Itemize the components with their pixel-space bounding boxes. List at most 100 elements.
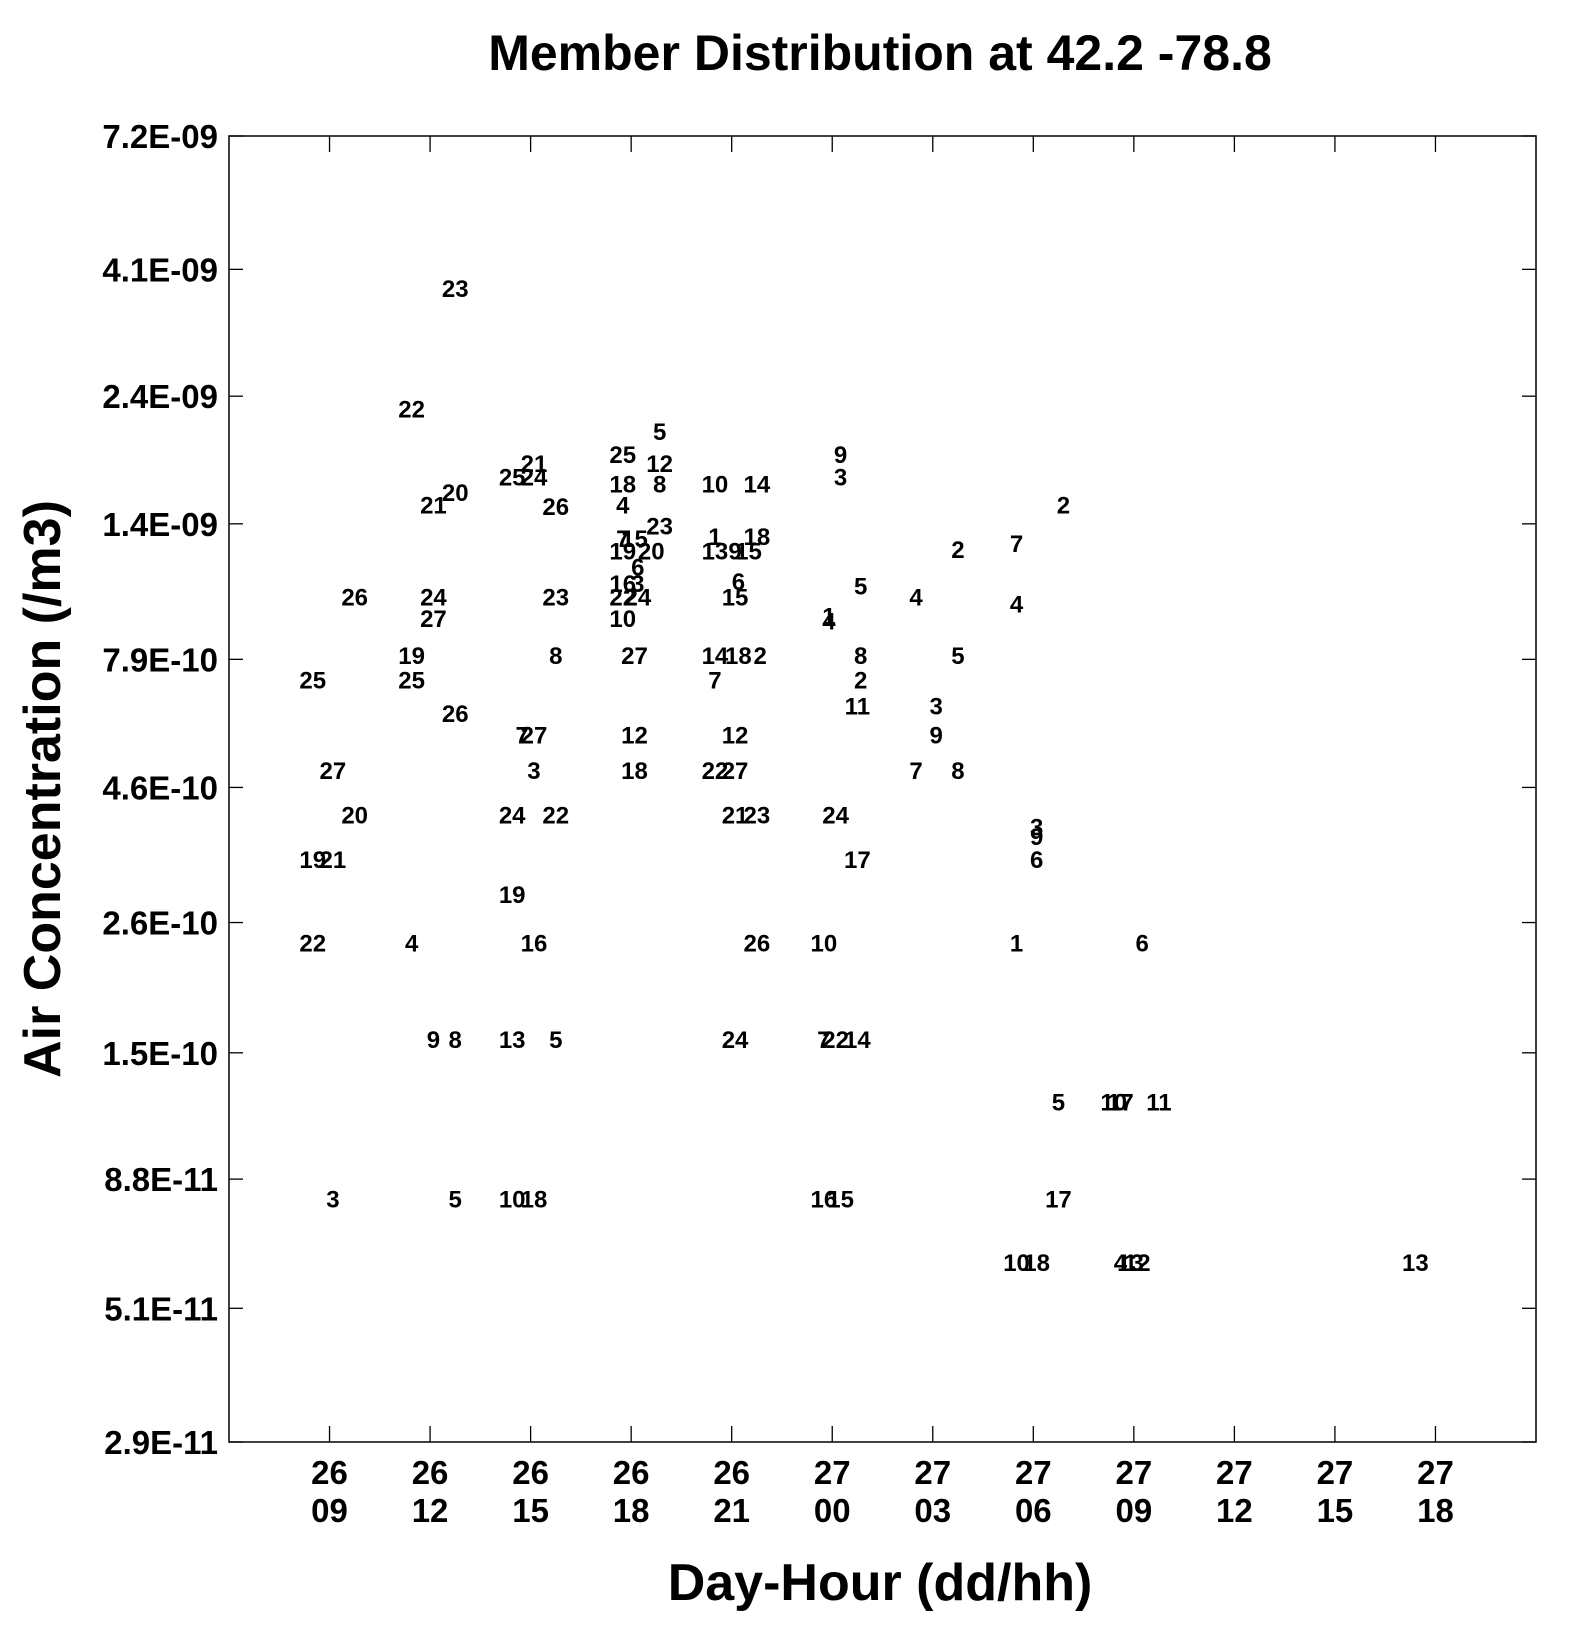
member-point: 8	[653, 471, 666, 498]
x-tick-label-day: 27	[1216, 1454, 1253, 1491]
member-point: 2	[753, 643, 766, 670]
member-point: 3	[1030, 815, 1043, 842]
member-point: 23	[542, 585, 569, 612]
member-point: 24	[420, 585, 447, 612]
member-point: 13	[1402, 1250, 1429, 1277]
member-point: 6	[732, 569, 745, 596]
member-point: 17	[844, 847, 871, 874]
member-point: 21	[521, 451, 548, 478]
member-point: 18	[1023, 1250, 1050, 1277]
y-tick-label: 1.5E-10	[102, 1035, 218, 1072]
member-point: 5	[549, 1027, 562, 1054]
x-tick-label-day: 27	[914, 1454, 951, 1491]
x-tick-label-hour: 12	[1216, 1492, 1253, 1529]
member-point: 22	[609, 585, 636, 612]
member-point: 9	[929, 723, 942, 750]
member-point: 24	[625, 585, 652, 612]
member-point: 20	[442, 480, 469, 507]
member-point: 4	[909, 585, 923, 612]
member-point: 5	[854, 573, 867, 600]
member-point: 7	[516, 723, 529, 750]
x-tick-label-hour: 18	[1417, 1492, 1454, 1529]
member-point: 13	[702, 539, 729, 566]
member-point: 8	[854, 643, 867, 670]
x-tick-label-day: 26	[713, 1454, 750, 1491]
member-point: 7	[708, 668, 721, 695]
member-point: 9	[728, 539, 741, 566]
member-point: 6	[1030, 847, 1043, 874]
member-point: 24	[822, 803, 849, 830]
member-point: 8	[549, 643, 562, 670]
y-tick-label: 2.9E-11	[104, 1424, 218, 1461]
y-tick-label: 7.9E-10	[102, 641, 218, 678]
x-tick-label-hour: 06	[1015, 1492, 1052, 1529]
member-point: 16	[521, 930, 548, 957]
member-point: 15	[735, 539, 762, 566]
member-point: 26	[743, 930, 770, 957]
chart-title: Member Distribution at 42.2 -78.8	[488, 25, 1272, 81]
member-point: 27	[521, 723, 548, 750]
y-tick-label: 8.8E-11	[104, 1161, 218, 1198]
member-point: 9	[1030, 824, 1043, 851]
member-point: 22	[542, 803, 569, 830]
member-point: 12	[1124, 1250, 1151, 1277]
member-point: 22	[822, 1027, 849, 1054]
member-point: 3	[527, 758, 540, 785]
member-point: 1	[1010, 930, 1023, 957]
member-point: 13	[499, 1027, 526, 1054]
member-point: 22	[398, 396, 425, 423]
x-tick-label-day: 26	[512, 1454, 549, 1491]
x-tick-label-hour: 09	[1115, 1492, 1152, 1529]
member-point: 4	[1114, 1250, 1128, 1277]
member-point: 19	[398, 643, 425, 670]
member-point: 23	[442, 276, 469, 303]
member-point: 15	[827, 1187, 854, 1214]
member-point: 26	[542, 494, 569, 521]
member-point: 20	[341, 803, 368, 830]
member-point: 11	[845, 694, 870, 721]
member-point: 24	[499, 803, 526, 830]
member-point: 3	[834, 464, 847, 491]
member-point: 5	[653, 419, 666, 446]
member-point: 27	[621, 643, 648, 670]
x-tick-label-day: 27	[1417, 1454, 1454, 1491]
member-point: 3	[631, 571, 644, 598]
member-point: 2	[1057, 492, 1070, 519]
plot-frame	[228, 135, 1537, 1443]
member-point: 27	[420, 606, 447, 633]
x-tick-label-day: 27	[1317, 1454, 1354, 1491]
member-point: 10	[499, 1187, 526, 1214]
member-point: 9	[834, 442, 847, 469]
member-point: 22	[702, 758, 729, 785]
x-tick-label-hour: 18	[613, 1492, 650, 1529]
member-point: 10	[811, 930, 838, 957]
y-tick-label: 2.4E-09	[102, 378, 218, 415]
member-point: 17	[1107, 1090, 1134, 1117]
member-point: 7	[909, 758, 922, 785]
member-point: 18	[743, 524, 770, 551]
member-point: 18	[621, 758, 648, 785]
member-point: 12	[621, 723, 648, 750]
member-point: 1	[708, 524, 721, 551]
y-axis: 7.2E-09 4.1E-09 2.4E-09 1.4E-09 7.9E-10 4.6E-…	[102, 118, 1536, 1461]
member-point: 7	[1010, 531, 1023, 558]
member-point: 19	[609, 539, 636, 566]
member-point: 25	[299, 668, 326, 695]
member-point: 18	[609, 471, 636, 498]
y-axis-label: Air Concentration (/m3)	[14, 500, 72, 1078]
member-point: 5	[449, 1187, 462, 1214]
member-point: 9	[427, 1027, 440, 1054]
member-point: 21	[320, 847, 347, 874]
x-tick-label-hour: 12	[412, 1492, 449, 1529]
x-tick-label-day: 27	[1115, 1454, 1152, 1491]
x-tick-label-hour: 21	[713, 1492, 750, 1529]
member-point: 3	[326, 1187, 339, 1214]
member-point: 1	[822, 604, 835, 631]
member-point: 10	[702, 471, 729, 498]
member-point: 16	[609, 571, 636, 598]
x-tick-label-day: 26	[412, 1454, 449, 1491]
member-point: 14	[702, 643, 729, 670]
member-point: 12	[646, 451, 673, 478]
x-tick-label-hour: 09	[311, 1492, 348, 1529]
